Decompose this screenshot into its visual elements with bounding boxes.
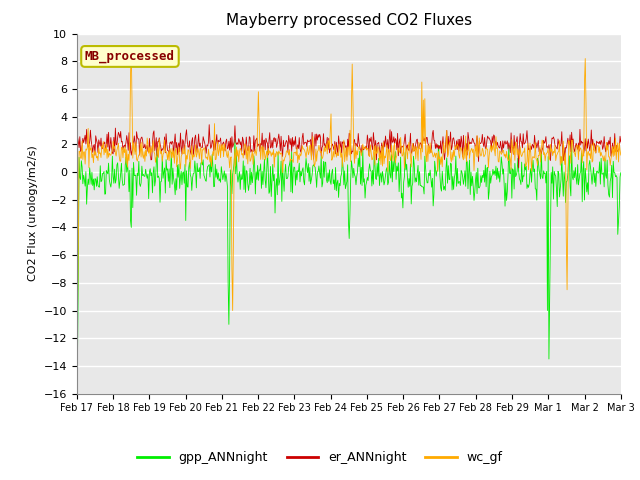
Line: wc_gf: wc_gf xyxy=(77,48,621,366)
er_ANNnight xyxy=(223,146,231,152)
gpp_ANNnight xyxy=(231,136,239,142)
gpp_ANNnight xyxy=(73,384,81,390)
wc_gf xyxy=(83,147,90,153)
er_ANNnight xyxy=(515,165,522,171)
er_ANNnight xyxy=(617,139,625,145)
Text: MB_processed: MB_processed xyxy=(85,50,175,63)
wc_gf xyxy=(416,146,424,152)
Legend: gpp_ANNnight, er_ANNnight, wc_gf: gpp_ANNnight, er_ANNnight, wc_gf xyxy=(132,446,508,469)
er_ANNnight xyxy=(194,141,202,147)
wc_gf xyxy=(195,149,202,155)
er_ANNnight xyxy=(431,145,439,151)
er_ANNnight xyxy=(83,127,90,132)
gpp_ANNnight xyxy=(194,169,202,175)
gpp_ANNnight xyxy=(139,173,147,179)
Title: Mayberry processed CO2 Fluxes: Mayberry processed CO2 Fluxes xyxy=(226,13,472,28)
gpp_ANNnight xyxy=(617,170,625,176)
gpp_ANNnight xyxy=(223,175,230,181)
wc_gf xyxy=(223,155,231,160)
gpp_ANNnight xyxy=(83,201,90,207)
er_ANNnight xyxy=(205,122,213,128)
er_ANNnight xyxy=(73,142,81,147)
wc_gf xyxy=(431,155,439,160)
er_ANNnight xyxy=(139,138,147,144)
Line: er_ANNnight: er_ANNnight xyxy=(77,125,621,168)
gpp_ANNnight xyxy=(416,169,424,175)
Y-axis label: CO2 Flux (urology/m2/s): CO2 Flux (urology/m2/s) xyxy=(28,146,38,281)
Line: gpp_ANNnight: gpp_ANNnight xyxy=(77,139,621,387)
wc_gf xyxy=(140,156,147,161)
gpp_ANNnight xyxy=(431,166,439,172)
wc_gf xyxy=(73,363,81,369)
er_ANNnight xyxy=(416,142,424,148)
wc_gf xyxy=(617,152,625,158)
wc_gf xyxy=(127,45,135,50)
